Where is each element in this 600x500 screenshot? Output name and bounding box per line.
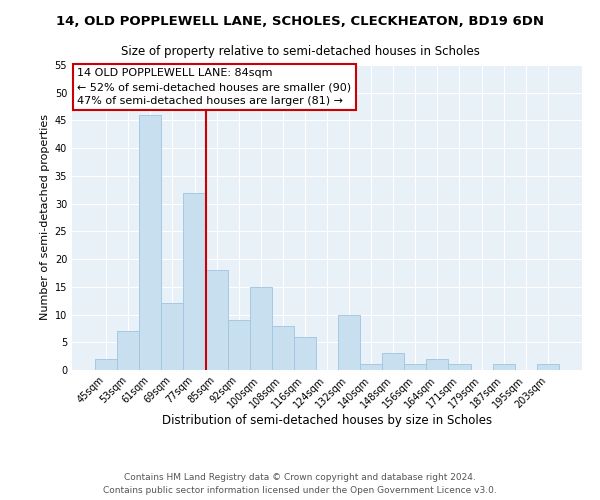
Bar <box>206 270 227 370</box>
Bar <box>139 115 161 370</box>
Text: 14 OLD POPPLEWELL LANE: 84sqm
← 52% of semi-detached houses are smaller (90)
47%: 14 OLD POPPLEWELL LANE: 84sqm ← 52% of s… <box>77 68 351 106</box>
Bar <box>493 364 515 370</box>
Bar <box>382 354 404 370</box>
Y-axis label: Number of semi-detached properties: Number of semi-detached properties <box>40 114 50 320</box>
Bar <box>117 331 139 370</box>
Bar <box>537 364 559 370</box>
X-axis label: Distribution of semi-detached houses by size in Scholes: Distribution of semi-detached houses by … <box>162 414 492 427</box>
Bar <box>184 192 206 370</box>
Bar <box>227 320 250 370</box>
Text: Contains HM Land Registry data © Crown copyright and database right 2024.
Contai: Contains HM Land Registry data © Crown c… <box>103 474 497 495</box>
Bar <box>427 359 448 370</box>
Bar <box>404 364 427 370</box>
Text: 14, OLD POPPLEWELL LANE, SCHOLES, CLECKHEATON, BD19 6DN: 14, OLD POPPLEWELL LANE, SCHOLES, CLECKH… <box>56 15 544 28</box>
Bar <box>161 304 184 370</box>
Bar <box>448 364 470 370</box>
Bar <box>338 314 360 370</box>
Bar <box>250 287 272 370</box>
Bar <box>272 326 294 370</box>
Bar <box>294 336 316 370</box>
Text: Size of property relative to semi-detached houses in Scholes: Size of property relative to semi-detach… <box>121 45 479 58</box>
Bar <box>360 364 382 370</box>
Bar <box>95 359 117 370</box>
